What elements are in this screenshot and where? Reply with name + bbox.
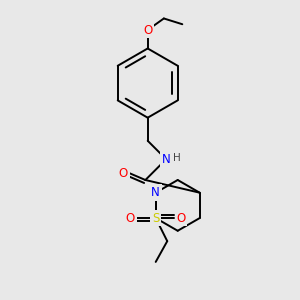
- Text: O: O: [119, 167, 128, 180]
- Text: O: O: [143, 23, 152, 37]
- Text: N: N: [151, 186, 160, 199]
- Text: H: H: [173, 153, 180, 163]
- Text: O: O: [176, 212, 186, 225]
- Text: S: S: [152, 212, 159, 225]
- Text: O: O: [126, 212, 135, 225]
- Text: N: N: [162, 153, 170, 166]
